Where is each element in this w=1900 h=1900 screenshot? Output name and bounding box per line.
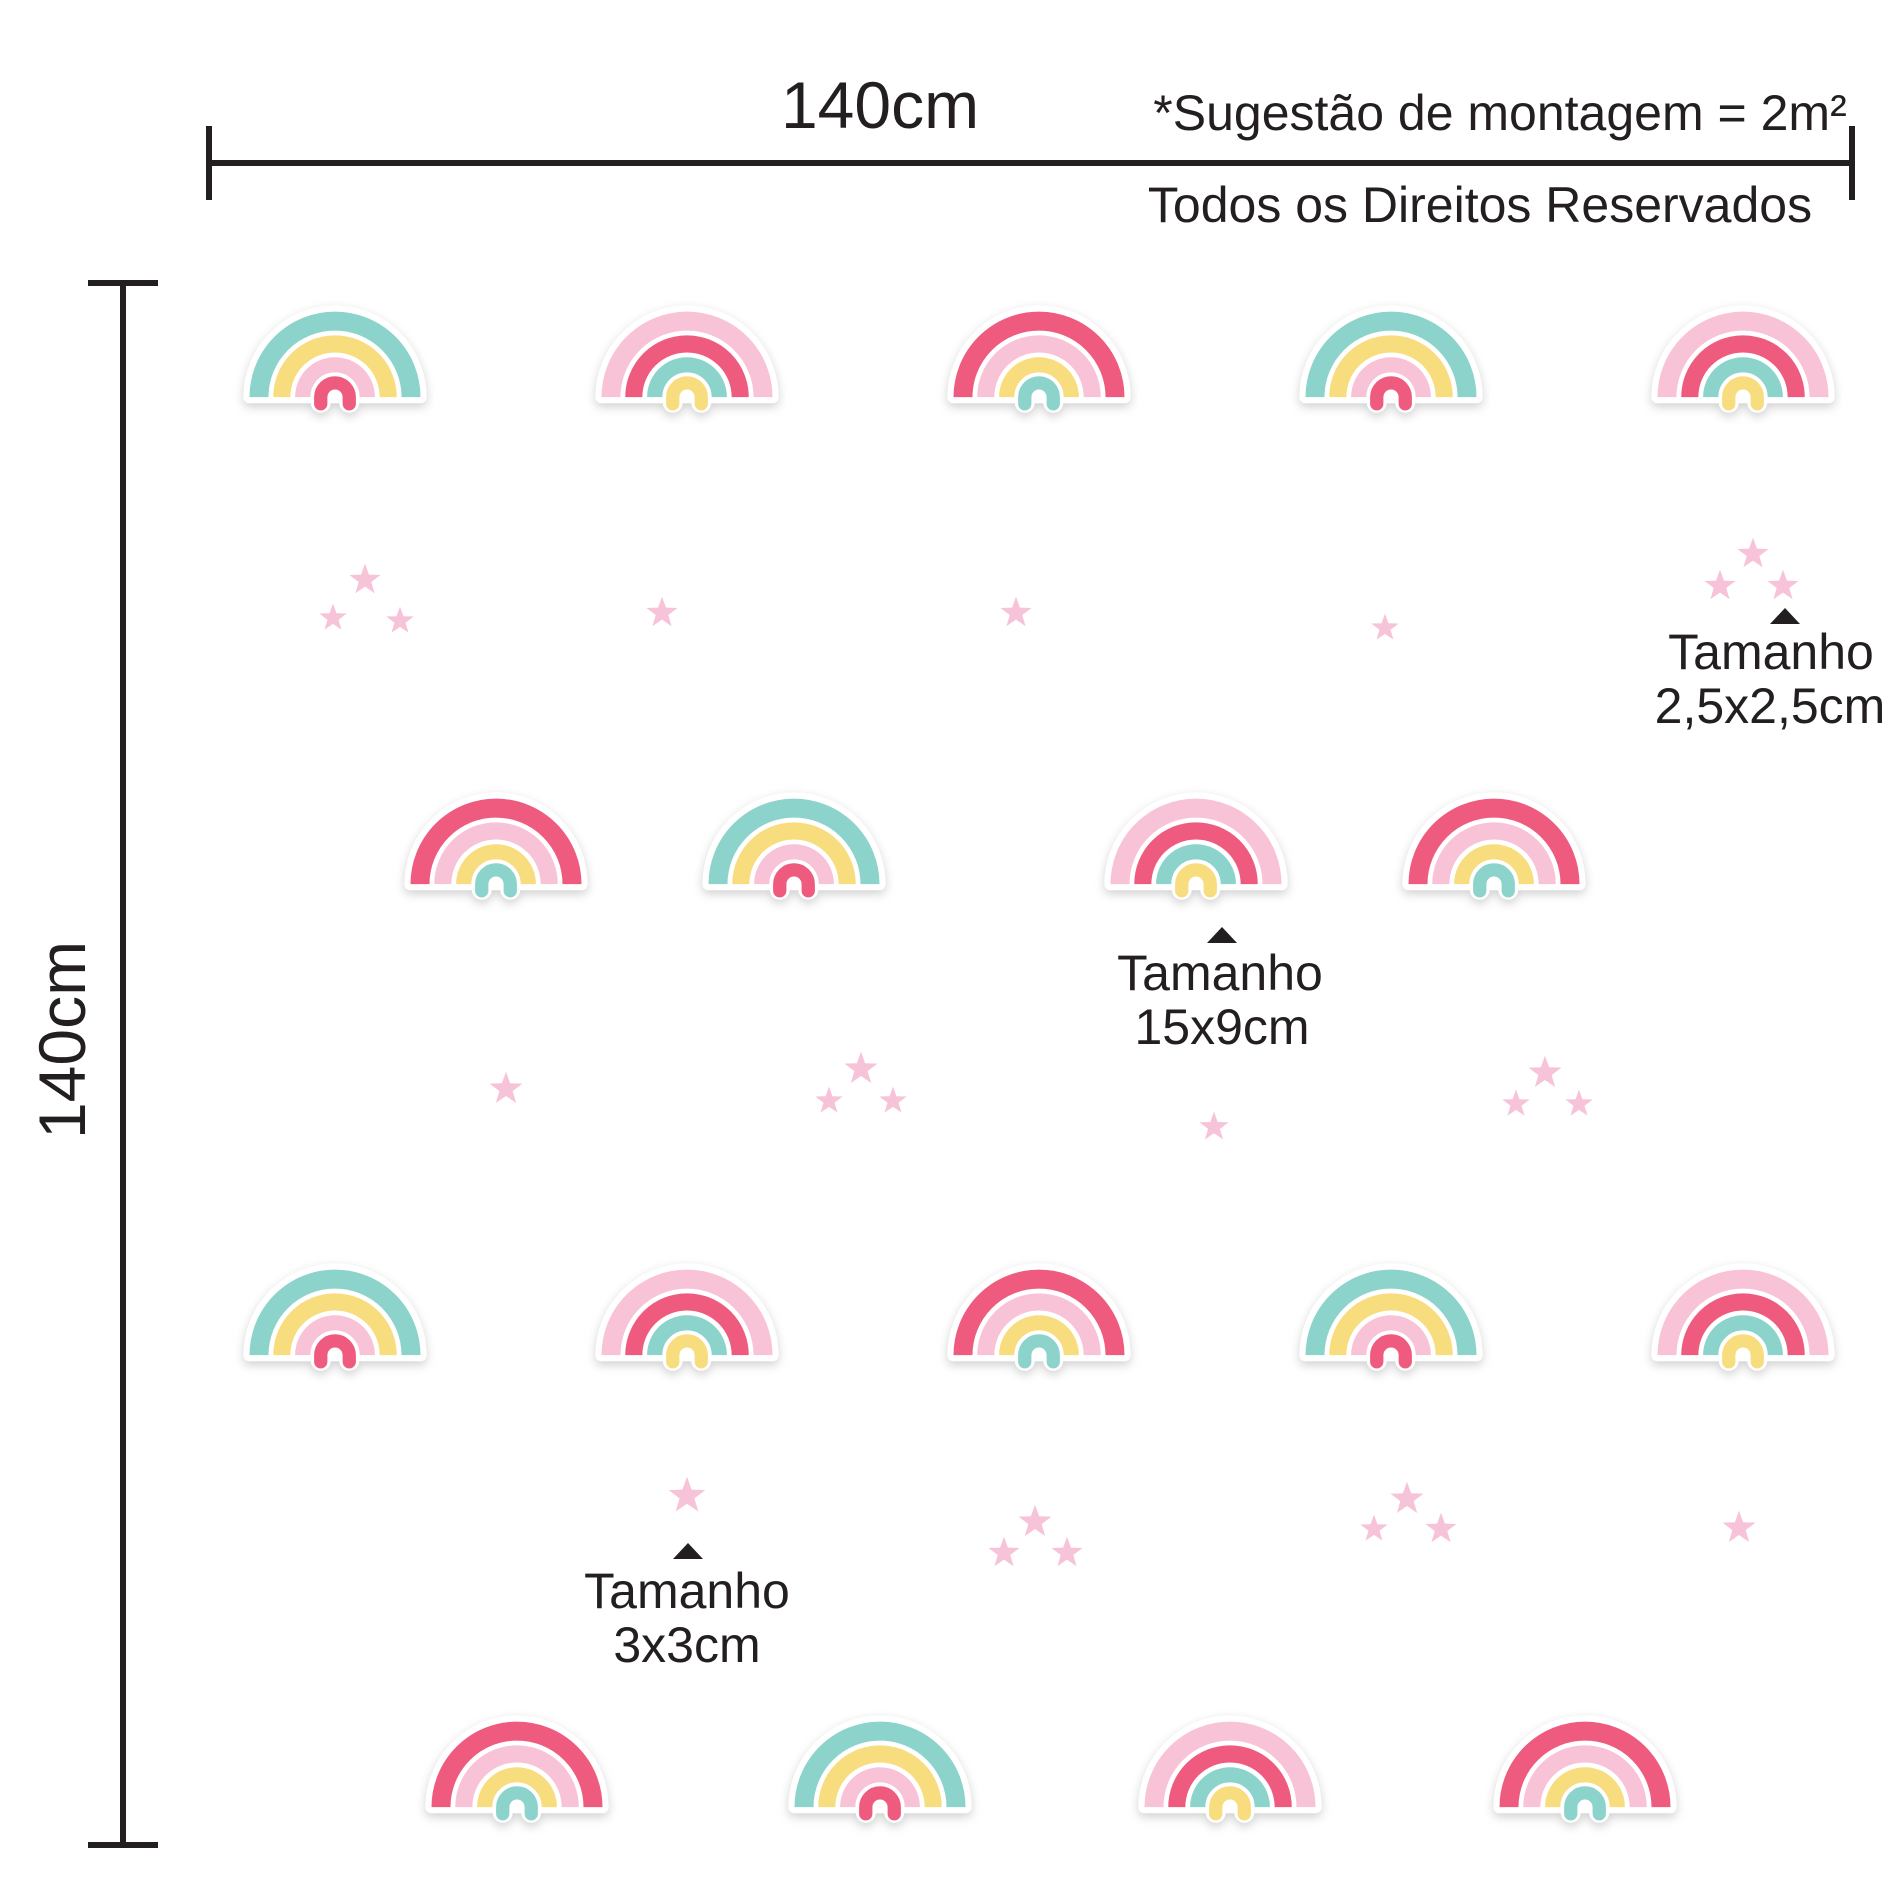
rainbow-sticker-r1-c4: [1296, 285, 1486, 418]
size-label-star-large-line1: Tamanho: [584, 1563, 790, 1619]
pointer-triangle-icon: [673, 1543, 703, 1559]
rainbow-sticker-r1-c5: [1648, 285, 1838, 418]
rainbow-sticker-r3-c1: [240, 1243, 430, 1376]
left-height-dimension-label: 140cm: [25, 940, 99, 1140]
star-sticker-1: [348, 563, 382, 597]
size-label-rainbow-line2: 15x9cm: [1134, 999, 1310, 1055]
star-sticker-24: [1424, 1512, 1458, 1546]
rainbow-sticker-r1-c1: [240, 285, 430, 418]
star-sticker-2: [318, 603, 348, 633]
rainbow-sticker-r3-c3: [944, 1243, 1134, 1376]
star-sticker-17: [1564, 1089, 1594, 1119]
rainbow-sticker-r2-c4: [1399, 772, 1589, 905]
star-sticker-10: [488, 1071, 524, 1107]
star-sticker-4: [645, 596, 679, 630]
rainbow-sticker-r4-c4: [1490, 1695, 1680, 1828]
star-sticker-19: [1017, 1504, 1053, 1540]
star-sticker-20: [987, 1536, 1021, 1570]
star-sticker-16: [1501, 1089, 1531, 1119]
size-label-star-small-line2: 2,5x2,5cm: [1654, 678, 1886, 734]
star-sticker-8: [1703, 569, 1737, 603]
assembly-suggestion-note: *Sugestão de montagem = 2m²: [1153, 85, 1847, 141]
left-dimension-line: [120, 283, 126, 1845]
pointer-triangle-icon: [1770, 608, 1800, 624]
rainbow-sticker-r2-c1: [401, 772, 591, 905]
star-sticker-5: [999, 596, 1033, 630]
rainbow-sticker-r3-c4: [1296, 1243, 1486, 1376]
rainbow-sticker-r4-c2: [785, 1695, 975, 1828]
rainbow-sticker-r1-c3: [944, 285, 1134, 418]
top-dimension-line: [209, 160, 1852, 166]
rainbow-sticker-r4-c3: [1135, 1695, 1325, 1828]
star-sticker-13: [878, 1086, 908, 1116]
star-sticker-6: [1370, 613, 1400, 643]
star-sticker-22: [1389, 1481, 1425, 1517]
top-dimension-left-tick: [206, 126, 212, 200]
star-sticker-12: [814, 1086, 844, 1116]
top-width-dimension-label: 140cm: [780, 68, 980, 142]
rainbow-sticker-r2-c3: [1101, 772, 1291, 905]
rainbow-sticker-r2-c2: [699, 772, 889, 905]
star-sticker-15: [1527, 1055, 1563, 1091]
size-label-rainbow-line1: Tamanho: [1117, 945, 1323, 1001]
rights-reserved-note: Todos os Direitos Reservados: [1147, 177, 1813, 233]
top-dimension-right-tick: [1849, 126, 1855, 200]
star-sticker-18: [667, 1476, 707, 1516]
star-sticker-23: [1359, 1514, 1389, 1544]
size-label-star-large-line2: 3x3cm: [613, 1617, 761, 1673]
rainbow-sticker-r3-c2: [592, 1243, 782, 1376]
star-sticker-11: [843, 1051, 879, 1087]
size-label-star-small-line1: Tamanho: [1668, 624, 1874, 680]
rainbow-sticker-r3-c5: [1648, 1243, 1838, 1376]
pointer-triangle-icon: [1207, 927, 1237, 943]
left-dimension-bottom-tick: [88, 1842, 158, 1848]
rainbow-sticker-r4-c1: [422, 1695, 612, 1828]
star-sticker-21: [1050, 1536, 1084, 1570]
rainbow-sticker-r1-c2: [592, 285, 782, 418]
star-sticker-25: [1721, 1510, 1757, 1546]
star-sticker-9: [1766, 569, 1800, 603]
star-sticker-14: [1198, 1111, 1230, 1143]
star-sticker-7: [1736, 537, 1770, 571]
star-sticker-3: [385, 606, 415, 636]
left-dimension-top-tick: [88, 280, 158, 286]
